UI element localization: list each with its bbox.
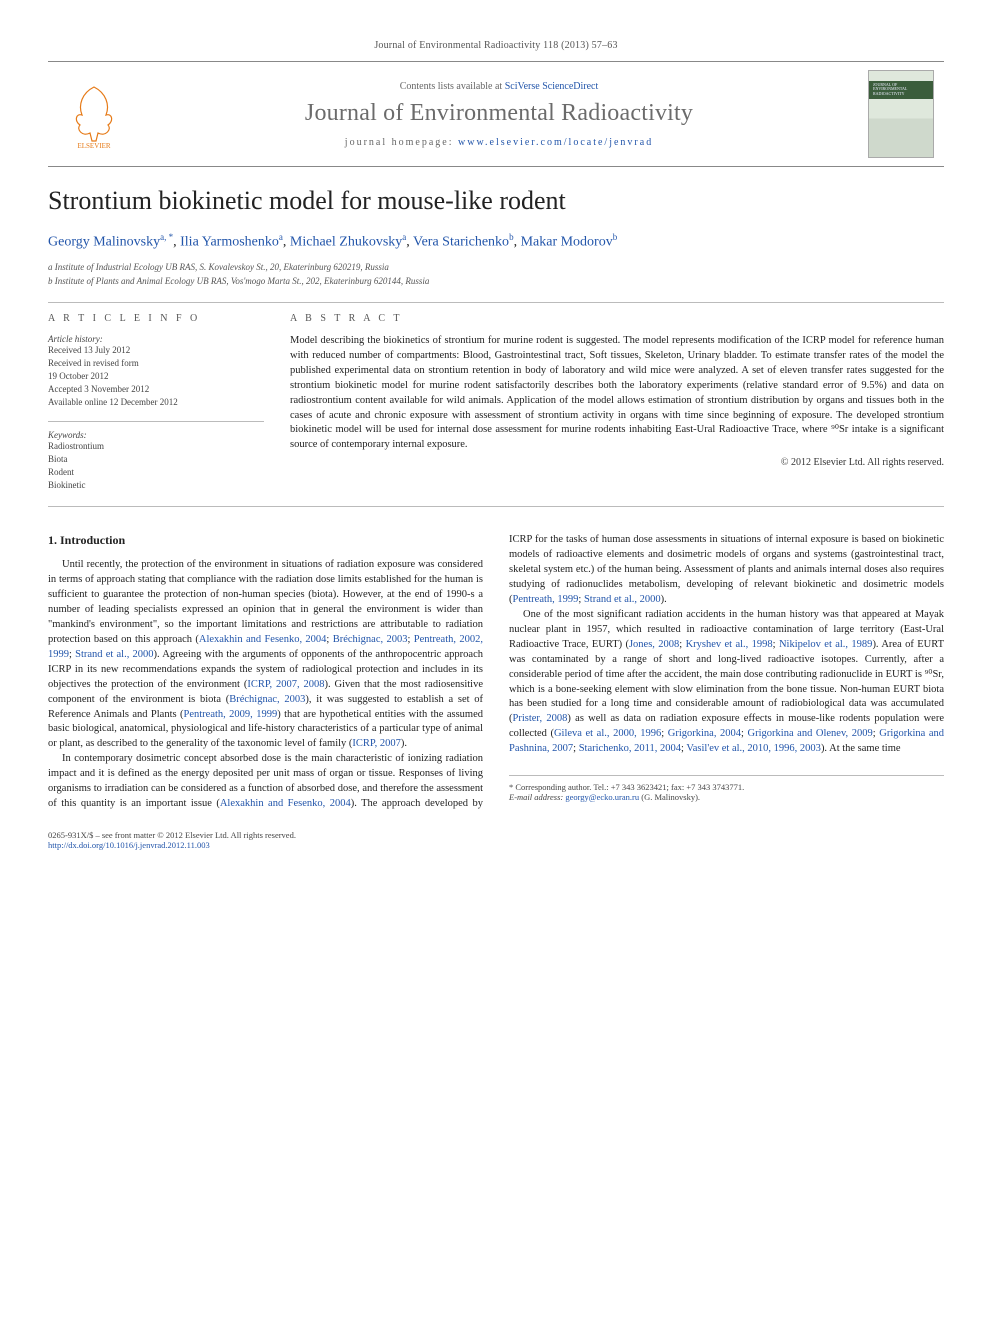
- header-journal-ref: Journal of Environmental Radioactivity 1…: [48, 40, 944, 51]
- publisher-logo: ELSEVIER: [48, 79, 140, 149]
- intro-heading: 1. Introduction: [48, 533, 483, 548]
- corresponding-author-footnote: * Corresponding author. Tel.: +7 343 362…: [509, 775, 944, 802]
- history-line: Received in revised form: [48, 357, 264, 370]
- masthead: ELSEVIER Contents lists available at Sci…: [48, 61, 944, 167]
- email-label: E-mail address:: [509, 792, 565, 802]
- svg-text:ELSEVIER: ELSEVIER: [77, 142, 110, 149]
- author-mark: b: [613, 232, 618, 242]
- journal-cover-thumb: JOURNAL OF ENVIRONMENTAL RADIOACTIVITY: [868, 70, 934, 158]
- author-link[interactable]: Georgy Malinovsky: [48, 235, 160, 250]
- sciencedirect-link[interactable]: SciVerse ScienceDirect: [505, 81, 599, 92]
- author-mark: a: [279, 232, 283, 242]
- affiliation: a Institute of Industrial Ecology UB RAS…: [48, 261, 944, 274]
- keyword: Biokinetic: [48, 479, 264, 492]
- keywords-label: Keywords:: [48, 430, 264, 440]
- keyword: Rodent: [48, 466, 264, 479]
- abstract-heading: A B S T R A C T: [290, 313, 944, 324]
- affiliation: b Institute of Plants and Animal Ecology…: [48, 275, 944, 288]
- homepage-prefix: journal homepage:: [345, 137, 458, 148]
- author-list: Georgy Malinovskya, *, Ilia Yarmoshenkoa…: [48, 232, 944, 251]
- body-paragraph: One of the most significant radiation ac…: [509, 608, 944, 757]
- corr-email-link[interactable]: georgy@ecko.uran.ru: [565, 792, 639, 802]
- author-link[interactable]: Makar Modorov: [521, 235, 613, 250]
- author-link[interactable]: Michael Zhukovsky: [290, 235, 402, 250]
- section-divider: [48, 506, 944, 507]
- keyword: Radiostrontium: [48, 440, 264, 453]
- email-suffix: (G. Malinovsky).: [639, 792, 700, 802]
- copyright-line: © 2012 Elsevier Ltd. All rights reserved…: [290, 457, 944, 468]
- body-paragraph: Until recently, the protection of the en…: [48, 558, 483, 752]
- journal-homepage-link[interactable]: www.elsevier.com/locate/jenvrad: [458, 137, 653, 148]
- history-line: Received 13 July 2012: [48, 344, 264, 357]
- author-mark: b: [509, 232, 514, 242]
- page-footer: 0265-931X/$ – see front matter © 2012 El…: [48, 830, 944, 850]
- keyword: Biota: [48, 453, 264, 466]
- contents-prefix: Contents lists available at: [400, 81, 505, 92]
- author-mark: a, *: [160, 232, 173, 242]
- journal-name: Journal of Environmental Radioactivity: [140, 100, 858, 127]
- article-info-heading: A R T I C L E I N F O: [48, 313, 264, 324]
- doi-link[interactable]: http://dx.doi.org/10.1016/j.jenvrad.2012…: [48, 840, 210, 850]
- cover-title-text: JOURNAL OF ENVIRONMENTAL RADIOACTIVITY: [873, 83, 929, 96]
- section-divider: [48, 302, 944, 303]
- history-line: Accepted 3 November 2012: [48, 383, 264, 396]
- article-title: Strontium biokinetic model for mouse-lik…: [48, 185, 944, 216]
- corr-author-line: * Corresponding author. Tel.: +7 343 362…: [509, 782, 944, 792]
- info-divider: [48, 421, 264, 422]
- front-matter-line: 0265-931X/$ – see front matter © 2012 El…: [48, 830, 296, 840]
- author-link[interactable]: Vera Starichenko: [413, 235, 509, 250]
- history-label: Article history:: [48, 334, 264, 344]
- author-mark: a: [402, 232, 406, 242]
- abstract-text: Model describing the biokinetics of stro…: [290, 334, 944, 453]
- journal-homepage-line: journal homepage: www.elsevier.com/locat…: [140, 137, 858, 148]
- history-line: 19 October 2012: [48, 370, 264, 383]
- author-link[interactable]: Ilia Yarmoshenko: [180, 235, 279, 250]
- contents-available-line: Contents lists available at SciVerse Sci…: [140, 81, 858, 92]
- history-line: Available online 12 December 2012: [48, 396, 264, 409]
- body-columns: 1. Introduction Until recently, the prot…: [48, 533, 944, 811]
- elsevier-tree-icon: ELSEVIER: [64, 79, 124, 149]
